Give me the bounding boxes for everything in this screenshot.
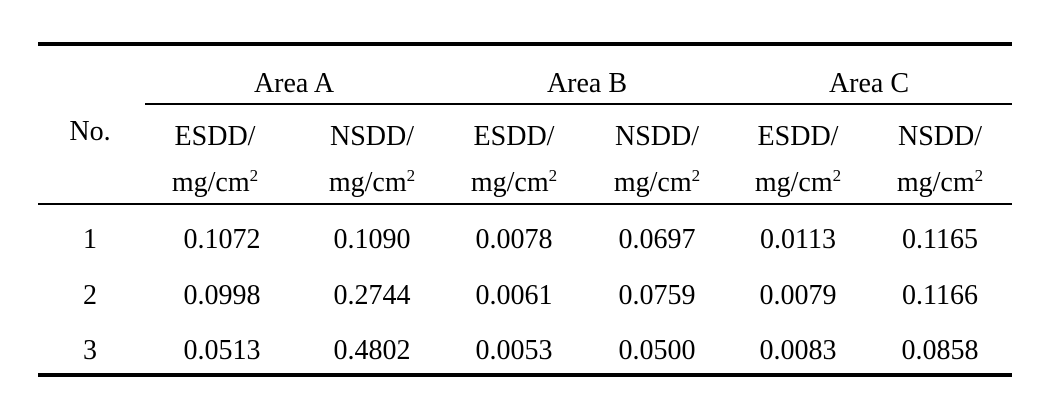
table-cell: 0.0083 xyxy=(759,335,837,366)
table-cell: 0.1072 xyxy=(183,224,261,255)
table-cell: 0.2744 xyxy=(333,280,411,311)
group-header-area-b: Area B xyxy=(546,68,628,99)
table-cell: 0.0513 xyxy=(183,335,261,366)
table-cell: 0.0061 xyxy=(475,280,553,311)
table-cell: 0.0053 xyxy=(475,335,553,366)
table-top-rule xyxy=(38,42,1012,46)
col-header-name: NSDD/ xyxy=(897,121,983,152)
col-header-name: NSDD/ xyxy=(614,121,700,152)
col-header-unit: mg/cm2 xyxy=(896,166,984,198)
table-cell: 0.1165 xyxy=(902,224,978,255)
table-cell: 0.0759 xyxy=(618,280,696,311)
table-cell: 0.0998 xyxy=(183,280,261,311)
col-header-unit: mg/cm2 xyxy=(754,166,842,198)
row-number: 2 xyxy=(83,280,97,311)
col-header-unit: mg/cm2 xyxy=(328,166,416,198)
table-cell: 0.0078 xyxy=(475,224,553,255)
table-cell: 0.1090 xyxy=(333,224,411,255)
table-bottom-rule xyxy=(38,373,1012,377)
col-header-unit: mg/cm2 xyxy=(470,166,558,198)
group-header-area-a: Area A xyxy=(253,68,335,99)
row-header-no: No. xyxy=(69,116,111,147)
table-cell: 0.0697 xyxy=(618,224,696,255)
col-header-unit: mg/cm2 xyxy=(171,166,259,198)
table-cell: 0.4802 xyxy=(333,335,411,366)
table-cell: 0.1166 xyxy=(902,280,978,311)
table-cell: 0.0500 xyxy=(618,335,696,366)
table-cell: 0.0079 xyxy=(759,280,837,311)
col-header-name: NSDD/ xyxy=(329,121,415,152)
table-cell: 0.0113 xyxy=(760,224,836,255)
row-number: 1 xyxy=(83,224,97,255)
col-header-name: ESDD/ xyxy=(174,121,256,152)
col-header-name: ESDD/ xyxy=(473,121,555,152)
table-cell: 0.0858 xyxy=(901,335,979,366)
col-header-unit: mg/cm2 xyxy=(613,166,701,198)
group-header-area-c: Area C xyxy=(828,68,910,99)
group-header-rule xyxy=(145,103,1012,105)
row-number: 3 xyxy=(83,335,97,366)
col-header-name: ESDD/ xyxy=(757,121,839,152)
header-bottom-rule xyxy=(38,203,1012,205)
